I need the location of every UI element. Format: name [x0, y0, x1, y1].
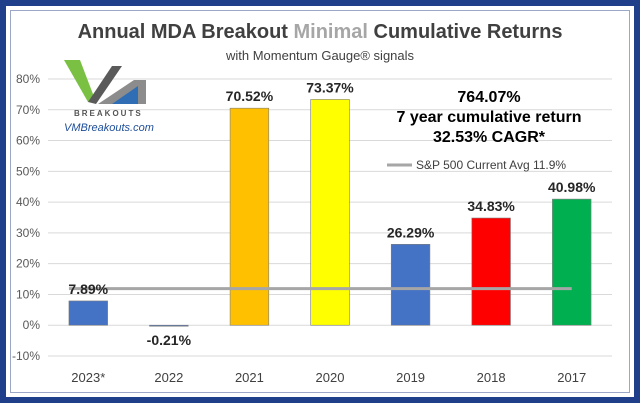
summary-cagr: 32.53% CAGR* [433, 129, 546, 146]
y-axis-ticks: -10% 0% 10% 20% 30% 40% 50% 60% 70% 80% [12, 72, 40, 363]
bar-2018 [471, 217, 511, 326]
data-label: 26.29% [387, 224, 435, 240]
chart-title: Annual MDA Breakout Minimal Cumulative R… [78, 21, 563, 43]
y-tick-label: 0% [23, 318, 41, 332]
y-tick-label: 70% [16, 103, 40, 117]
bar-2019 [390, 244, 431, 326]
bar-2020 [310, 99, 350, 326]
data-label: 73.37% [306, 79, 354, 95]
x-tick-label: 2023* [71, 370, 105, 385]
y-tick-label: 50% [16, 164, 40, 178]
data-label: 70.52% [226, 88, 274, 104]
y-tick-label: 10% [16, 287, 40, 301]
x-tick-label: 2018 [477, 370, 506, 385]
logo-site: VMBreakouts.com [64, 122, 154, 134]
y-tick-label: 80% [16, 72, 40, 86]
y-tick-label: 40% [16, 195, 40, 209]
bar-2017 [552, 198, 592, 326]
y-tick-label: 20% [16, 257, 40, 271]
data-label: 40.98% [548, 179, 596, 195]
vm-breakouts-logo: BREAKOUTS VMBreakouts.com [64, 60, 154, 134]
x-tick-label: 2021 [235, 370, 264, 385]
data-label: 34.83% [467, 198, 515, 214]
x-tick-label: 2020 [316, 370, 345, 385]
x-axis-ticks: 2023* 2022 2021 2020 2019 2018 2017 [71, 370, 586, 385]
legend-label-sp500: S&P 500 Current Avg 11.9% [416, 158, 566, 172]
title-part-minimal: Minimal [294, 21, 368, 43]
summary-total: 764.07% [457, 89, 520, 106]
summary-period: 7 year cumulative return [397, 109, 582, 126]
data-label: 7.89% [68, 281, 108, 297]
logo-tagline: BREAKOUTS [74, 109, 143, 118]
logo-v-right-icon [88, 66, 122, 104]
x-tick-label: 2022 [154, 370, 183, 385]
y-tick-label: 30% [16, 226, 40, 240]
chart-inner-border [10, 10, 630, 393]
data-label: -0.21% [147, 332, 192, 348]
x-tick-label: 2017 [557, 370, 586, 385]
logo-v-left-icon [64, 60, 96, 102]
title-part-1: Annual MDA Breakout [78, 21, 294, 43]
y-tick-label: 60% [16, 134, 40, 148]
data-labels: 7.89% -0.21% 70.52% 73.37% 26.29% 34.83% 40.98… [68, 79, 596, 348]
bar-2023 [68, 300, 108, 326]
logo-m-accent-icon [112, 86, 138, 104]
y-tick-label: -10% [12, 349, 40, 363]
x-tick-label: 2019 [396, 370, 425, 385]
bar-2021 [229, 107, 270, 326]
chart-subtitle: with Momentum Gauge® signals [225, 48, 415, 63]
title-part-3: Cumulative Returns [368, 21, 562, 43]
bar-2022 [149, 324, 189, 327]
legend: S&P 500 Current Avg 11.9% [387, 158, 566, 172]
